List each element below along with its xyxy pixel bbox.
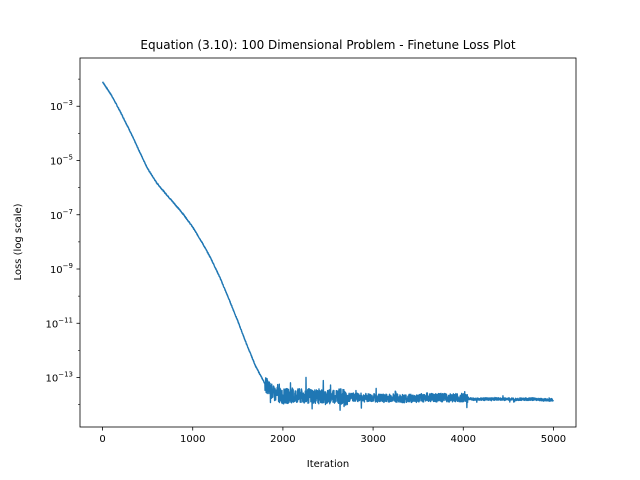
loss-series-line bbox=[102, 81, 554, 411]
y-tick-label: 10−13 bbox=[45, 371, 73, 385]
x-tick-label: 5000 bbox=[541, 434, 566, 445]
y-tick-label: 10−7 bbox=[50, 208, 73, 222]
x-axis: 0 1000 2000 3000 4000 5000 bbox=[99, 427, 566, 445]
x-tick-label: 4000 bbox=[451, 434, 476, 445]
plot-frame bbox=[79, 57, 577, 428]
x-tick-label: 3000 bbox=[360, 434, 385, 445]
x-tick-label: 0 bbox=[99, 434, 105, 445]
y-tick-label: 10−3 bbox=[50, 99, 73, 113]
x-axis-label: Iteration bbox=[307, 459, 349, 470]
x-tick-label: 2000 bbox=[270, 434, 295, 445]
y-tick-label: 10−5 bbox=[50, 153, 73, 167]
series-layer bbox=[102, 81, 554, 411]
x-tick-label: 1000 bbox=[180, 434, 205, 445]
y-tick-label: 10−9 bbox=[50, 262, 73, 276]
y-axis-label: Loss (log scale) bbox=[13, 203, 24, 280]
chart-title: Equation (3.10): 100 Dimensional Problem… bbox=[140, 38, 515, 52]
y-tick-label: 10−11 bbox=[45, 316, 73, 330]
y-axis: 10−13 10−11 10−9 10−7 10−5 10−3 bbox=[45, 78, 80, 405]
